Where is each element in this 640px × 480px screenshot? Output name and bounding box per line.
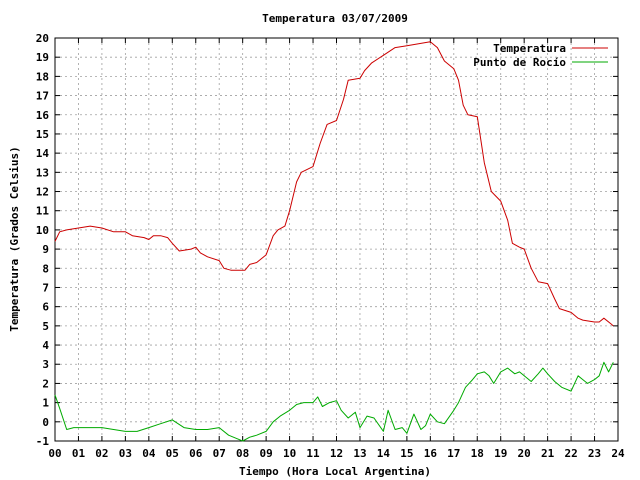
- x-tick-label: 16: [424, 447, 438, 460]
- x-tick-label: 22: [564, 447, 577, 460]
- x-tick-label: 13: [353, 447, 366, 460]
- x-tick-label: 10: [283, 447, 296, 460]
- x-tick-label: 23: [588, 447, 601, 460]
- x-tick-label: 15: [400, 447, 413, 460]
- x-tick-label: 03: [119, 447, 132, 460]
- series-line-punto-de-rocio: [54, 361, 614, 442]
- x-tick-label: 08: [236, 447, 249, 460]
- y-tick-label: 5: [42, 320, 49, 333]
- y-tick-label: 14: [36, 147, 50, 160]
- y-tick-label: 18: [36, 70, 49, 83]
- y-tick-label: 7: [42, 281, 49, 294]
- y-tick-label: 2: [42, 377, 49, 390]
- x-tick-label: 19: [494, 447, 507, 460]
- x-tick-label: 24: [611, 447, 625, 460]
- y-tick-label: 12: [36, 186, 49, 199]
- x-tick-label: 09: [260, 447, 273, 460]
- x-tick-label: 06: [189, 447, 203, 460]
- y-tick-label: 10: [36, 224, 49, 237]
- x-tick-label: 12: [330, 447, 343, 460]
- y-tick-label: 11: [36, 205, 50, 218]
- x-tick-label: 14: [377, 447, 391, 460]
- y-tick-label: 8: [42, 262, 49, 275]
- chart-title: Temperatura 03/07/2009: [262, 12, 408, 25]
- x-tick-label: 18: [471, 447, 484, 460]
- x-tick-label: 01: [72, 447, 86, 460]
- x-tick-label: 07: [213, 447, 226, 460]
- x-tick-label: 04: [142, 447, 156, 460]
- y-tick-label: 15: [36, 128, 49, 141]
- y-tick-label: 1: [42, 397, 49, 410]
- y-tick-label: 20: [36, 32, 49, 45]
- series-lines: [54, 41, 614, 442]
- x-tick-label: 05: [166, 447, 179, 460]
- y-tick-label: 4: [42, 339, 49, 352]
- y-tick-label: 17: [36, 90, 49, 103]
- y-tick-label: 9: [42, 243, 49, 256]
- x-axis-label: Tiempo (Hora Local Argentina): [239, 465, 431, 478]
- legend-label-punto-de-rocio: Punto de Rocío: [473, 56, 566, 69]
- y-tick-label: 3: [42, 358, 49, 371]
- y-tick-label: 16: [36, 109, 50, 122]
- x-tick-label: 00: [48, 447, 61, 460]
- y-axis-label: Temperatura (Grados Celsius): [8, 146, 21, 331]
- x-tick-label: 20: [518, 447, 531, 460]
- y-tick-label: -1: [36, 435, 50, 448]
- y-tick-label: 6: [42, 301, 49, 314]
- y-tick-label: 13: [36, 166, 49, 179]
- x-axis-ticks: 00 01 02 03 04 05 06 07 08 09 10 11 12 13 14 15 16 17 18 19…: [48, 38, 625, 460]
- x-tick-label: 21: [541, 447, 555, 460]
- legend: Temperatura Punto de Rocío: [473, 42, 608, 69]
- series-line-temperatura: [54, 41, 614, 327]
- y-tick-label: 0: [42, 416, 49, 429]
- x-tick-label: 17: [447, 447, 460, 460]
- y-tick-label: 19: [36, 51, 49, 64]
- x-tick-label: 11: [306, 447, 320, 460]
- grid: [55, 38, 618, 441]
- x-tick-label: 02: [95, 447, 108, 460]
- legend-label-temperatura: Temperatura: [493, 42, 566, 55]
